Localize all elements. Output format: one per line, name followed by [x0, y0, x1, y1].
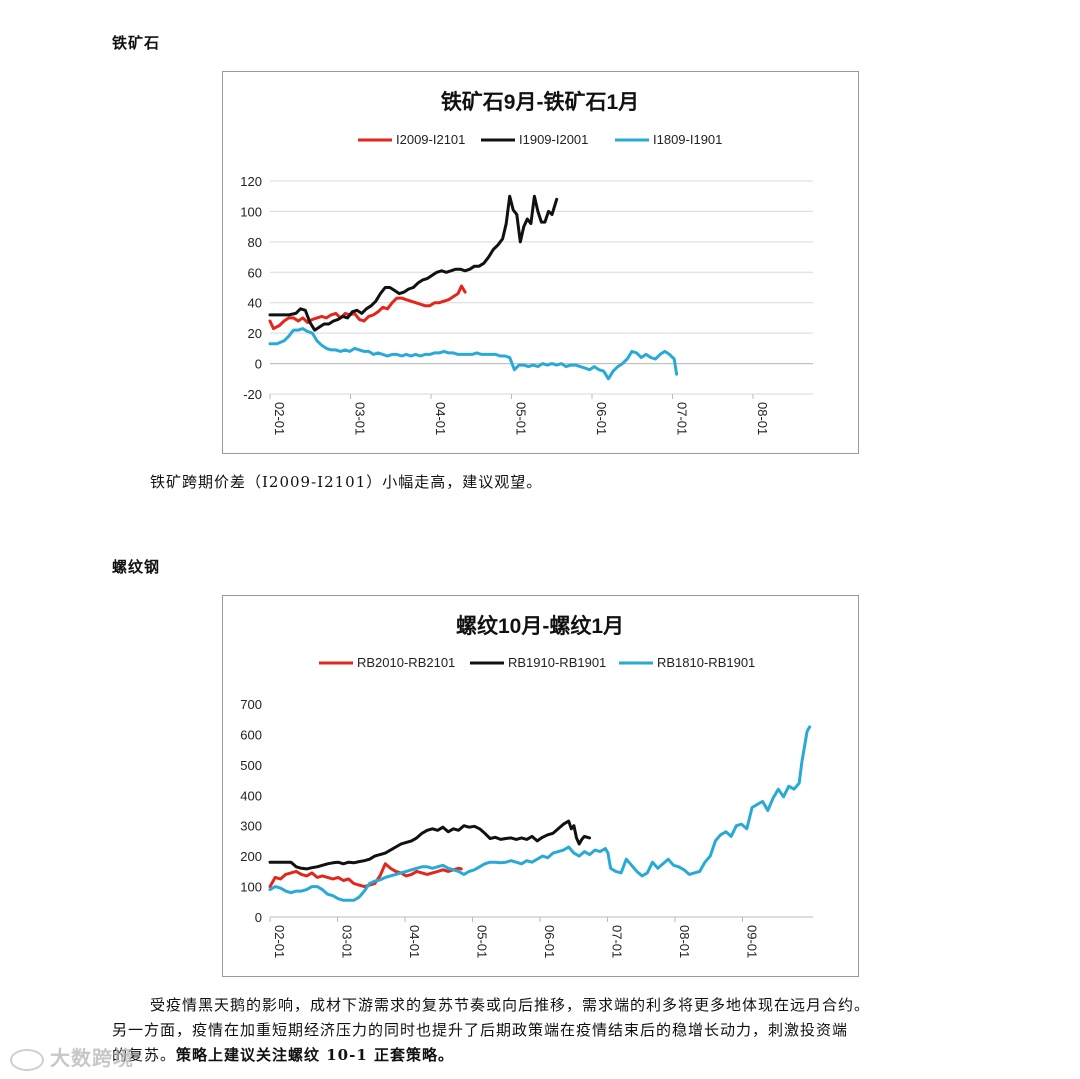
iron-ore-chart-svg: 铁矿石9月-铁矿石1月 I2009-I2101 I1909-I2001 I1809-I…	[240, 90, 813, 435]
rebar-paragraph-line-2: 另一方面，疫情在加重短期经济压力的同时也提升了后期政策端在疫情结束后的稳增长动力…	[112, 1021, 849, 1039]
x-tick-label: 08-01	[755, 402, 770, 435]
rebar-chart-svg: 螺纹10月-螺纹1月 RB2010-RB2101 RB1910-RB1901 RB18…	[240, 614, 813, 958]
rebar-heading: 螺纹钢	[112, 558, 161, 576]
y-tick-label: 60	[248, 265, 262, 280]
legend-label: I1809-I1901	[653, 132, 722, 147]
rebar-paragraph-text: 的复苏。	[112, 1046, 177, 1064]
x-tick-label: 08-01	[677, 925, 692, 958]
x-tick-label: 07-01	[610, 925, 625, 958]
legend-label: RB1910-RB1901	[508, 655, 606, 670]
x-tick-label: 03-01	[353, 402, 368, 435]
x-tick-label: 02-01	[272, 925, 287, 958]
y-tick-label: 20	[248, 326, 262, 341]
series-line-I2009-I2101	[268, 284, 467, 331]
y-tick-label: 600	[240, 727, 262, 742]
y-tick-label: 120	[240, 174, 262, 189]
y-tick-label: 100	[240, 880, 262, 895]
legend-label: RB2010-RB2101	[357, 655, 455, 670]
watermark-logo-icon	[10, 1048, 44, 1071]
watermark-text: 大数跨境	[50, 1046, 134, 1070]
series-line-RB1810-RB1901	[268, 725, 812, 902]
x-tick-label: 04-01	[433, 402, 448, 435]
x-tick-label: 03-01	[340, 925, 355, 958]
y-tick-label: 40	[248, 296, 262, 311]
rebar-paragraph-line-1: 受疫情黑天鹅的影响，成材下游需求的复苏节奏或向后推移，需求端的利多将更多地体现在…	[150, 996, 871, 1014]
x-tick-label: 06-01	[542, 925, 557, 958]
chart-title: 铁矿石9月-铁矿石1月	[441, 90, 639, 114]
x-tick-label: 05-01	[514, 402, 529, 435]
y-tick-label: 200	[240, 849, 262, 864]
y-tick-label: 400	[240, 788, 262, 803]
series-line-I1909-I2001	[268, 194, 559, 332]
watermark: 大数跨境	[10, 1042, 134, 1071]
x-tick-label: 04-01	[407, 925, 422, 958]
iron-ore-chart: 铁矿石9月-铁矿石1月 I2009-I2101 I1909-I2001 I1809-I…	[222, 71, 859, 454]
y-tick-label: 500	[240, 758, 262, 773]
x-tick-label: 05-01	[475, 925, 490, 958]
series-line-I1809-I1901	[268, 327, 679, 381]
legend-label: I2009-I2101	[396, 132, 465, 147]
y-tick-label: 100	[240, 204, 262, 219]
y-tick-label: 700	[240, 697, 262, 712]
y-tick-label: -20	[243, 387, 262, 402]
rebar-strategy-text: 策略上建议关注螺纹 10-1 正套策略。	[176, 1046, 454, 1064]
y-tick-label: 300	[240, 819, 262, 834]
series-line-RB1910-RB1901	[268, 819, 592, 871]
chart-title: 螺纹10月-螺纹1月	[456, 614, 624, 638]
legend-label: I1909-I2001	[519, 132, 588, 147]
rebar-paragraph-line-3: 的复苏。策略上建议关注螺纹 10-1 正套策略。	[112, 1043, 454, 1068]
x-tick-label: 07-01	[675, 402, 690, 435]
y-tick-label: 0	[255, 910, 262, 925]
rebar-chart: 螺纹10月-螺纹1月 RB2010-RB2101 RB1910-RB1901 RB18…	[222, 595, 859, 977]
x-tick-label: 02-01	[272, 402, 287, 435]
x-tick-label: 09-01	[745, 925, 760, 958]
y-tick-label: 0	[255, 357, 262, 372]
x-tick-label: 06-01	[594, 402, 609, 435]
y-tick-label: 80	[248, 235, 262, 250]
legend-label: RB1810-RB1901	[657, 655, 755, 670]
iron-ore-note: 铁矿跨期价差（I2009-I2101）小幅走高，建议观望。	[150, 473, 543, 491]
iron-ore-heading: 铁矿石	[112, 34, 161, 52]
